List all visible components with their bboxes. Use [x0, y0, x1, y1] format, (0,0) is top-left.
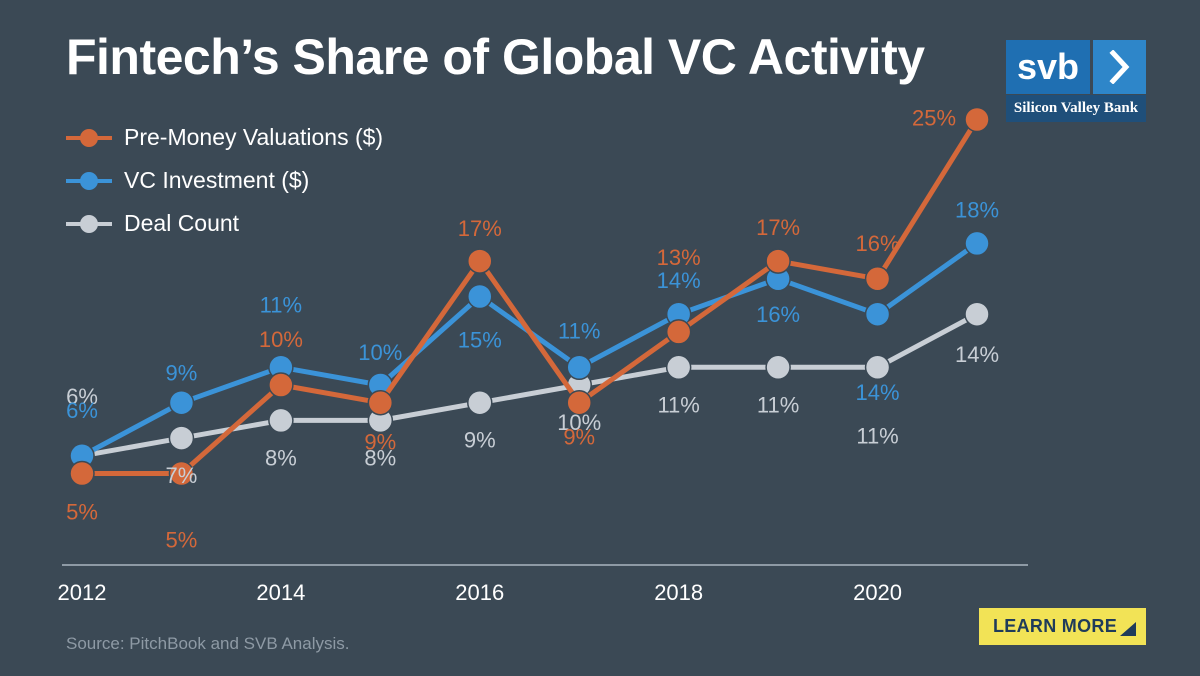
- data-label-deal_count-2021: 14%: [955, 342, 999, 367]
- point-pre_money-2016: [467, 248, 493, 274]
- legend-item-pre-money: Pre-Money Valuations ($): [66, 116, 383, 159]
- legend-label-deal-count: Deal Count: [124, 210, 240, 236]
- series-line-pre_money: [82, 118, 980, 476]
- point-vc_investment-2016: [467, 283, 493, 310]
- data-label-vc_investment-2015: 10%: [358, 340, 402, 365]
- data-label-pre_money-2020: 16%: [856, 231, 900, 256]
- logo-gap: [1090, 40, 1093, 94]
- logo-mark: svb: [1006, 40, 1090, 94]
- point-deal_count-2021: [964, 301, 990, 327]
- legend-label-pre-money: Pre-Money Valuations ($): [124, 124, 384, 150]
- legend-swatch-pre-money: [66, 128, 112, 147]
- series-line-vc_investment: [80, 241, 979, 459]
- data-label-deal_count-2020: 11%: [856, 423, 898, 448]
- point-pre_money-2013: [168, 460, 195, 487]
- point-deal_count-2019: [765, 354, 791, 381]
- point-pre_money-2019: [765, 248, 791, 274]
- learn-more-label: LEARN MORE: [993, 616, 1117, 636]
- legend-swatch-vc-investment: [66, 171, 112, 190]
- legend-label-vc-investment: VC Investment ($): [124, 167, 310, 193]
- data-label-vc_investment-2020: 14%: [856, 380, 900, 405]
- data-label-deal_count-2013: 7%: [166, 463, 198, 488]
- legend-item-deal-count: Deal Count: [66, 202, 383, 245]
- point-vc_investment-2017: [566, 354, 592, 381]
- data-label-deal_count-2015: 8%: [364, 445, 396, 470]
- data-label-vc_investment-2014: 11%: [260, 292, 302, 317]
- legend-item-vc-investment: VC Investment ($): [66, 159, 383, 202]
- data-label-pre_money-2017: 9%: [563, 425, 595, 450]
- legend-swatch-deal-count: [66, 214, 112, 233]
- data-label-pre_money-2013: 5%: [166, 528, 198, 553]
- data-label-pre_money-2016: 17%: [458, 216, 502, 241]
- x-tick-label-2018: 2018: [654, 580, 703, 605]
- point-pre_money-2017: [566, 389, 592, 416]
- chart-title: Fintech’s Share of Global VC Activity: [66, 29, 925, 85]
- point-pre_money-2021: [964, 106, 990, 133]
- source-note: Source: PitchBook and SVB Analysis.: [66, 634, 350, 653]
- point-pre_money-2020: [864, 266, 891, 292]
- data-label-pre_money-2021: 25%: [912, 106, 956, 131]
- data-label-deal_count-2014: 8%: [265, 445, 297, 470]
- point-pre_money-2015: [367, 389, 394, 416]
- data-label-pre_money-2018: 13%: [657, 245, 701, 270]
- point-deal_count-2018: [665, 354, 692, 381]
- data-label-pre_money-2015: 9%: [364, 430, 396, 455]
- point-pre_money-2014: [268, 372, 294, 398]
- legend: Pre-Money Valuations ($) VC Investment (…: [66, 116, 383, 245]
- data-label-vc_investment-2018: 14%: [657, 268, 701, 293]
- svb-logo[interactable]: svb Silicon Valley Bank: [1006, 40, 1146, 122]
- data-label-vc_investment-2013: 9%: [166, 361, 198, 386]
- x-tick-label-2014: 2014: [256, 580, 305, 605]
- data-label-vc_investment-2012: 6%: [66, 398, 98, 423]
- data-label-pre_money-2019: 17%: [756, 215, 800, 240]
- data-label-pre_money-2012: 5%: [66, 500, 98, 525]
- data-label-deal_count-2017: 10%: [557, 410, 601, 435]
- logo-top: svb: [1006, 40, 1146, 94]
- data-label-vc_investment-2021: 18%: [955, 197, 999, 222]
- data-label-vc_investment-2019: 16%: [756, 302, 800, 327]
- point-deal_count-2020: [864, 354, 891, 381]
- logo-wordmark: Silicon Valley Bank: [1006, 95, 1146, 122]
- data-label-deal_count-2019: 11%: [757, 392, 799, 417]
- data-label-deal_count-2018: 11%: [657, 392, 699, 417]
- data-label-vc_investment-2017: 11%: [558, 318, 600, 343]
- point-deal_count-2014: [268, 407, 294, 434]
- x-tick-label-2016: 2016: [455, 580, 504, 605]
- chevron-right-icon: [1093, 40, 1146, 94]
- point-vc_investment-2013: [168, 389, 195, 416]
- point-vc_investment-2021: [964, 230, 990, 257]
- x-tick-label-2012: 2012: [58, 580, 107, 605]
- x-tick-label-2020: 2020: [853, 580, 902, 605]
- data-label-deal_count-2016: 9%: [464, 428, 496, 453]
- point-deal_count-2016: [467, 389, 493, 416]
- data-label-pre_money-2014: 10%: [259, 327, 303, 352]
- data-label-deal_count-2012: 6%: [66, 384, 98, 409]
- point-deal_count-2013: [168, 425, 195, 451]
- learn-more-button[interactable]: LEARN MORE: [979, 608, 1146, 645]
- corner-triangle-icon: [1120, 622, 1136, 636]
- point-pre_money-2012: [69, 460, 95, 487]
- data-label-vc_investment-2016: 15%: [458, 328, 502, 353]
- point-pre_money-2018: [665, 319, 692, 345]
- point-vc_investment-2020: [864, 301, 891, 327]
